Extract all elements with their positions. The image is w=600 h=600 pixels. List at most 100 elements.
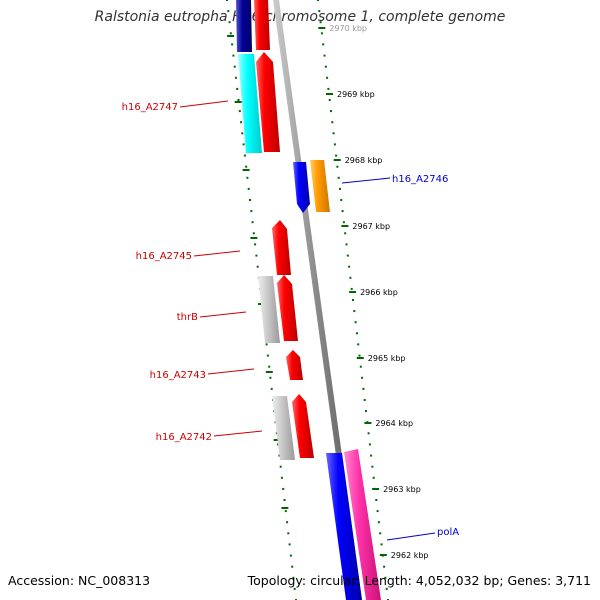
ring-dot [375,499,378,501]
ring-dot [282,487,285,490]
leader-h16-A2743 [207,368,255,375]
ring-dot [280,476,283,479]
ring-dot [252,232,255,235]
ring-dot [231,43,234,46]
ring-dot [237,99,240,101]
ring-dot [265,343,268,346]
ring-dot [370,454,373,457]
ring-dot [327,87,330,90]
tick-label: 2968 kbp [345,156,383,165]
ring-dot [354,321,357,324]
ring-dot [323,54,326,57]
ring-dot [342,221,345,224]
genome-stats-text: Topology: circular; Length: 4,052,032 bp… [247,573,591,588]
ring-dot [255,254,258,257]
gene-feature-thrB [277,275,298,341]
gene-feature-h16-A2747 [256,52,280,152]
gene-label-polA: polA [437,527,459,538]
ring-dot [232,54,235,57]
ring-dot [330,110,332,113]
ring-dot [289,554,292,557]
ring-dot [365,410,367,413]
ring-dot [362,387,365,390]
ring-dot [346,254,349,257]
ring-dot [249,199,251,201]
ring-dot [353,310,356,313]
ring-dot [322,43,325,46]
ring-dot [361,376,364,379]
ring-dot [266,354,269,357]
ring-dot [250,210,253,213]
ring-dot [286,521,289,524]
ring-dot [238,110,241,113]
ring-dot [335,154,338,157]
gene-label-h16-A2747: h16_A2747 [122,102,178,113]
ring-dot [241,132,244,135]
ring-dot [318,10,321,13]
tick-label: 2970 kbp [329,24,367,33]
ring-dot [256,265,259,268]
ring-dot [234,76,237,79]
ring-dot [383,565,386,568]
gene-feature-h16-A2745 [272,220,291,275]
ring-dot [352,299,354,301]
ring-dot [344,232,347,235]
ring-dot [326,76,329,79]
tick-label: 2965 kbp [368,354,406,363]
ring-dot [320,32,323,35]
ring-dot [268,365,271,368]
leader-h16-A2745 [193,250,241,257]
ring-dot [292,576,295,579]
ring-dot [379,532,382,535]
gene-labels: h16_A2747 h16_A2746 h16_A2745 thrB h16_A… [122,102,460,538]
ring-dot [317,0,319,1]
ring-dot [228,21,231,24]
gene-feature-orange [310,160,330,212]
gene-features [236,0,381,600]
tick-marks: 2970 kbp 2969 kbp 2968 kbp 2967 kbp 2966 kbp… [227,24,429,560]
ring-dot [236,87,239,90]
tick-label: 2963 kbp [383,485,421,494]
leader-h16-A2746 [341,177,391,184]
ring-dot [269,376,272,379]
ring-dot [328,99,331,101]
ring-dot [376,510,379,513]
ring-dot [278,454,281,457]
ring-dot [245,165,248,168]
ring-dot [349,276,352,279]
ring-dot [254,243,257,246]
ring-dot [324,65,327,68]
leader-h16-A2747 [179,100,229,108]
ring-dot [279,465,282,468]
ring-dot [226,0,228,1]
ring-dot [293,587,296,590]
ring-dot [332,132,335,135]
ring-dot [384,576,387,579]
ring-dot [348,265,351,268]
ring-dot [247,187,250,190]
ring-dot [243,154,246,157]
ring-dot [284,510,287,513]
ring-dot [233,65,236,68]
ring-dot [363,399,366,401]
ring-dot [377,521,380,524]
ring-dot [355,332,358,335]
ring-dot [229,32,232,35]
ring-dot [359,365,362,368]
tick-label: 2969 kbp [337,90,375,99]
gene-feature-gray-A2742 [272,396,295,460]
ring-dot [283,499,286,501]
gene-label-h16-A2743: h16_A2743 [150,370,206,381]
ring-dot [227,10,230,13]
tick-label: 2967 kbp [352,222,390,231]
ring-dot [385,587,388,590]
ring-dot [240,121,243,124]
gene-feature-gray-thrB [258,276,280,343]
ring-dot [372,476,375,479]
map-title: Ralstonia eutropha H16 chromosome 1, com… [94,9,506,25]
ring-dot [288,543,291,546]
tick-label: 2962 kbp [391,551,429,560]
ring-dot [333,143,336,146]
gene-feature-h16-A2746 [293,162,310,213]
